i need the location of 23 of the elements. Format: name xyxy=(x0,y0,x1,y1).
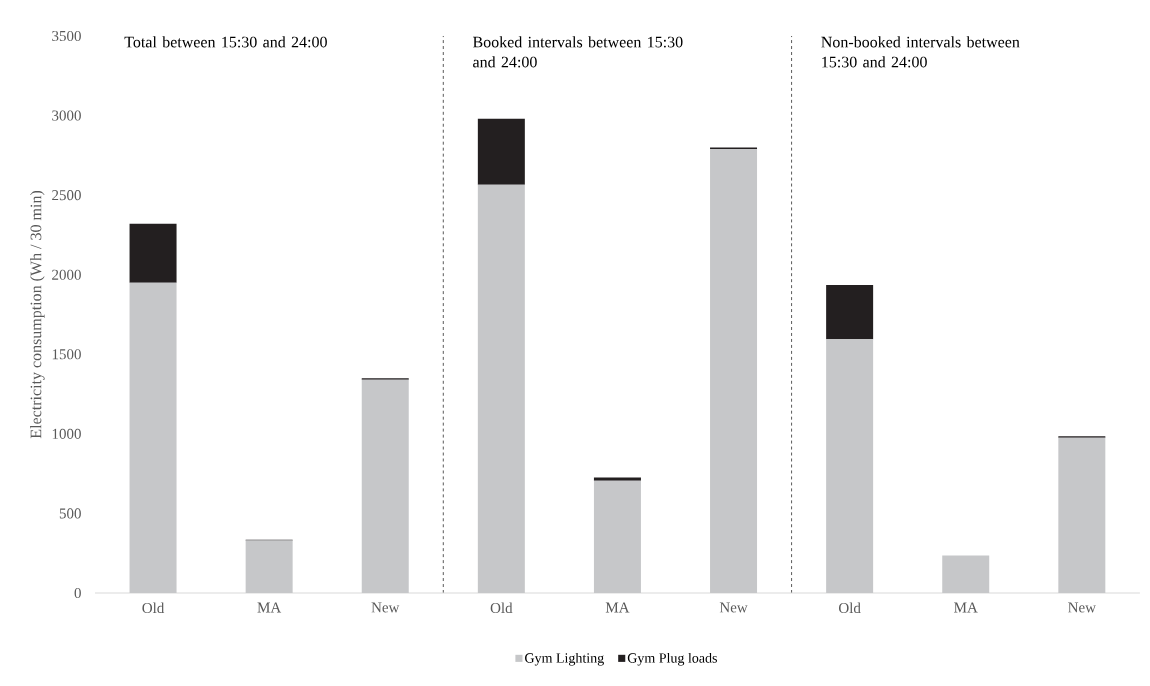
y-tick-label: 2500 xyxy=(52,190,81,201)
y-tick-label: 0 xyxy=(74,587,81,599)
x-tick-label: Old xyxy=(490,602,513,614)
y-tick-label: 500 xyxy=(59,508,81,519)
x-tick-label: MA xyxy=(954,602,978,613)
y-axis-title: Electricity consumption (Wh / 30 min) xyxy=(30,190,45,439)
y-tick-label: 2000 xyxy=(52,269,81,280)
x-tick-label: New xyxy=(719,602,748,613)
x-tick-label: New xyxy=(1068,602,1096,613)
y-tick-label: 3500 xyxy=(52,30,81,42)
y-tick-label: 3000 xyxy=(52,110,81,121)
y-tick-label: 1500 xyxy=(52,349,81,360)
legend-label: Gym Lighting xyxy=(525,652,604,666)
x-tick-label: MA xyxy=(605,602,630,613)
legend-label: Gym Plug loads xyxy=(627,652,717,666)
x-tick-label: Old xyxy=(142,602,165,614)
annotation: Total between 15:30 and 24:00 xyxy=(124,36,327,48)
x-tick-label: New xyxy=(371,602,400,613)
annotation: Booked intervals between 15:30 and 24:00 xyxy=(472,36,683,68)
x-tick-label: Old xyxy=(838,602,861,614)
annotation: Non-booked intervals between 15:30 and 24:00 xyxy=(821,36,1020,68)
y-tick-label: 1000 xyxy=(52,428,81,439)
x-tick-label: MA xyxy=(257,602,282,613)
